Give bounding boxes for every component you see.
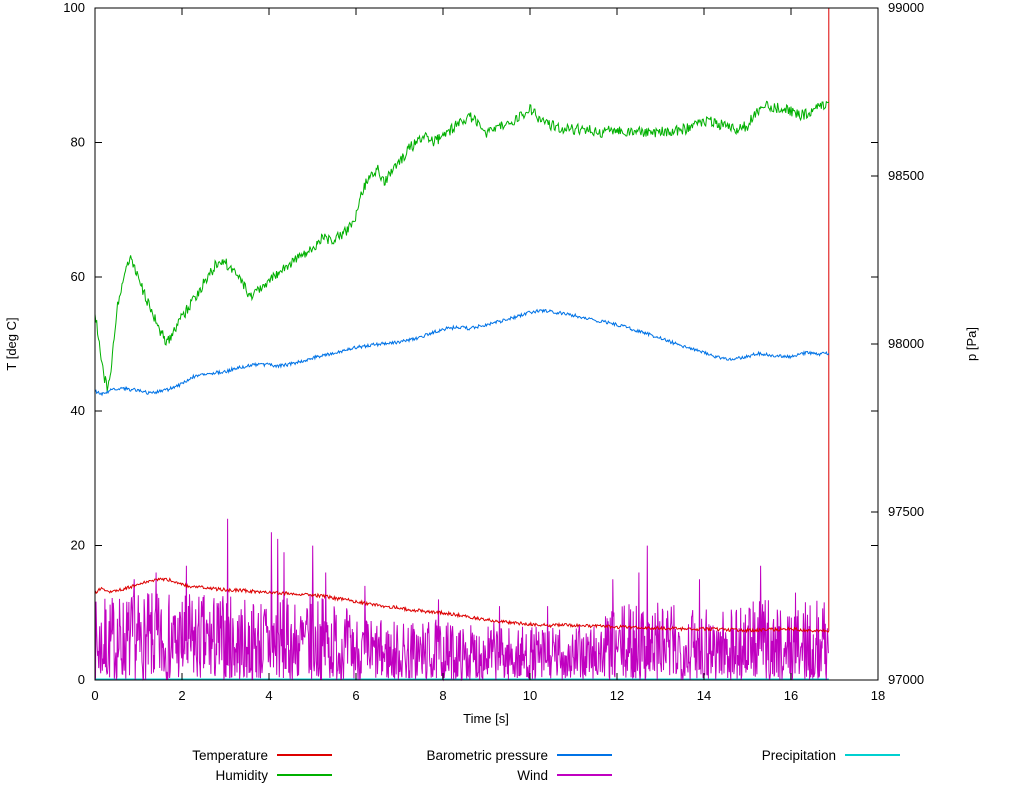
legend-line-wind: [557, 774, 612, 776]
legend-item-precipitation: Precipitation: [612, 745, 900, 765]
legend-line-barometric-pressure: [557, 754, 612, 756]
svg-text:98500: 98500: [888, 168, 924, 183]
legend-label-temperature: Temperature: [192, 747, 268, 763]
svg-text:40: 40: [71, 403, 85, 418]
svg-text:60: 60: [71, 269, 85, 284]
svg-text:97500: 97500: [888, 504, 924, 519]
legend-item-wind: Wind: [332, 765, 612, 785]
legend-item-humidity: Humidity: [0, 765, 332, 785]
svg-text:18: 18: [871, 688, 885, 703]
legend-item-temperature: Temperature: [0, 745, 332, 765]
x-axis-label: Time [s]: [463, 711, 509, 726]
svg-text:10: 10: [523, 688, 537, 703]
legend-line-humidity: [277, 774, 332, 776]
legend-label-precipitation: Precipitation: [761, 747, 836, 763]
legend-label-barometric-pressure: Barometric pressure: [426, 747, 548, 763]
legend-item-barometric-pressure: Barometric pressure: [332, 745, 612, 765]
legend-label-humidity: Humidity: [215, 767, 268, 783]
svg-text:12: 12: [610, 688, 624, 703]
svg-text:97000: 97000: [888, 672, 924, 687]
svg-text:99000: 99000: [888, 0, 924, 15]
svg-text:98000: 98000: [888, 336, 924, 351]
plot-area: 0 2 4 6 8 10 12 14 16 18 0 20 40 60 80 100 97000 97500 980…: [63, 0, 924, 703]
legend-line-precipitation: [845, 754, 900, 756]
svg-text:0: 0: [78, 672, 85, 687]
svg-text:14: 14: [697, 688, 711, 703]
svg-text:100: 100: [63, 0, 85, 15]
svg-text:2: 2: [178, 688, 185, 703]
svg-text:6: 6: [352, 688, 359, 703]
y-axis-label-right: p [Pa]: [964, 327, 979, 361]
svg-text:16: 16: [784, 688, 798, 703]
svg-text:4: 4: [265, 688, 272, 703]
weather-chart: 0 2 4 6 8 10 12 14 16 18 0 20 40 60 80 100 97000 97500 980…: [4, 0, 979, 726]
svg-text:80: 80: [71, 134, 85, 149]
legend-label-wind: Wind: [517, 767, 548, 783]
y-axis-label-left: T [deg C]: [4, 317, 19, 370]
chart-legend: Temperature Barometric pressure Precipit…: [0, 745, 1024, 785]
svg-text:0: 0: [91, 688, 98, 703]
legend-line-temperature: [277, 754, 332, 756]
svg-text:20: 20: [71, 538, 85, 553]
svg-text:8: 8: [439, 688, 446, 703]
